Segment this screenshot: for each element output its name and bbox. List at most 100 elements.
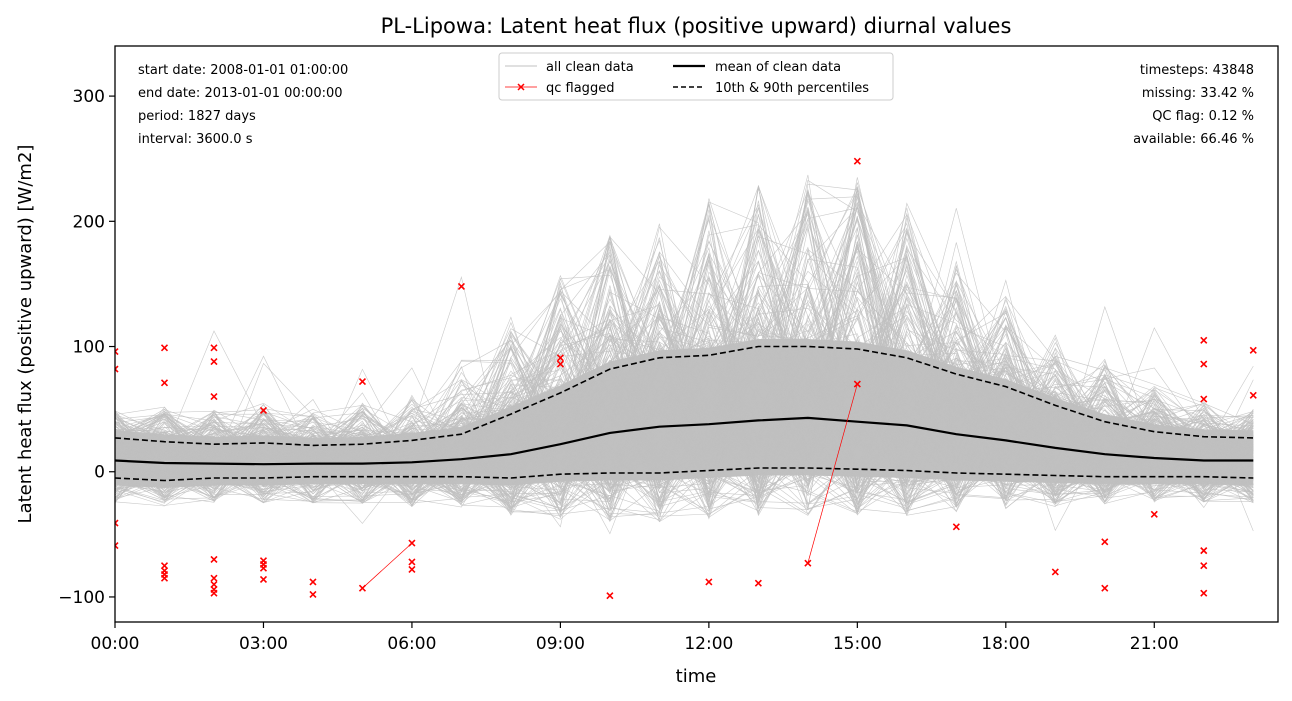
- qc-flagged-point: [115, 365, 119, 373]
- qc-flagged-point: [1200, 547, 1208, 555]
- qc-flagged-point: [1200, 360, 1208, 368]
- qc-flagged-point: [1101, 538, 1109, 546]
- qc-flagged-point: [556, 354, 564, 362]
- qc-flagged-point: [606, 592, 614, 600]
- info-end-date: end date: 2013-01-01 00:00:00: [138, 86, 343, 101]
- legend-label-flagged: qc flagged: [546, 81, 614, 96]
- clean-data-trace: [115, 366, 1254, 506]
- qc-flagged-layer: [115, 157, 1257, 600]
- qc-flagged-point: [115, 542, 119, 550]
- clean-data-trace: [115, 284, 1254, 507]
- qc-flagged-point: [210, 344, 218, 352]
- qc-flagged-point: [853, 157, 861, 165]
- qc-flagged-point: [160, 344, 169, 352]
- plot-frame: [114, 45, 1279, 623]
- x-tick-label: 18:00: [981, 634, 1030, 654]
- clean-data-trace: [115, 200, 1254, 519]
- clean-data-trace: [115, 196, 1254, 502]
- qc-flagged-point: [210, 357, 218, 366]
- qc-flagged-point: [160, 379, 169, 387]
- qc-flagged-point: [259, 575, 268, 583]
- qc-flagged-point: [210, 574, 218, 582]
- qc-flagged-point: [1200, 336, 1208, 344]
- qc-flagged-point: [1200, 562, 1208, 570]
- clean-data-trace: [115, 219, 1254, 503]
- qc-flagged-point: [115, 347, 119, 356]
- qc-flagged-point: [309, 578, 317, 586]
- clean-data-trace: [115, 292, 1254, 503]
- clean-data-trace: [115, 185, 1254, 510]
- clean-data-trace: [115, 208, 1254, 505]
- clean-data-trace: [115, 281, 1254, 496]
- qc-flagged-point: [210, 393, 218, 401]
- qc-flagged-point: [408, 539, 416, 547]
- qc-flagged-point: [754, 579, 762, 587]
- qc-flagged-point: [705, 578, 713, 586]
- clean-data-trace: [115, 207, 1254, 482]
- qc-flagged-point: [115, 519, 119, 527]
- x-tick-label: 00:00: [91, 634, 140, 654]
- x-tick-label: 03:00: [239, 634, 288, 654]
- qc-flagged-point: [1051, 568, 1059, 576]
- qc-flagged-point: [259, 564, 268, 572]
- legend-marker-flagged: [517, 83, 525, 91]
- qc-flagged-connector: [807, 383, 858, 564]
- info-available: available: 66.46 %: [1133, 132, 1254, 147]
- x-axis-ticks: 00:00 03:00 06:00 09:00 12:00 15:00 18:00 21:00: [91, 622, 1179, 654]
- clean-data-trace: [115, 203, 1254, 488]
- clean-data-trace: [115, 226, 1254, 502]
- clean-data-trace: [115, 302, 1254, 512]
- qc-flagged-point: [408, 558, 416, 566]
- info-timesteps: timesteps: 43848: [1140, 63, 1254, 78]
- qc-flagged-point: [804, 559, 812, 567]
- qc-flagged-point: [1101, 584, 1109, 592]
- qc-flagged-point: [408, 565, 416, 573]
- clean-data-trace: [115, 264, 1254, 490]
- clean-data-trace: [115, 183, 1254, 506]
- y-axis-ticks: −100 0 100 200 300: [58, 87, 115, 608]
- qc-flagged-point: [457, 282, 465, 290]
- clean-data-trace: [115, 305, 1254, 510]
- clean-data-trace: [115, 250, 1254, 499]
- qc-flagged-point: [952, 523, 960, 531]
- legend-label-percentiles: 10th & 90th percentiles: [715, 81, 869, 96]
- statistics-layer: [115, 345, 1254, 482]
- info-missing: missing: 33.42 %: [1142, 86, 1254, 101]
- x-tick-label: 15:00: [833, 634, 882, 654]
- clean-data-trace: [115, 249, 1254, 514]
- legend-label-clean: all clean data: [546, 60, 634, 75]
- qc-flagged-point: [358, 378, 367, 386]
- y-tick-label: 100: [73, 338, 105, 358]
- clean-data-trace: [115, 391, 1254, 510]
- qc-flagged-point: [259, 406, 268, 414]
- y-tick-label: 200: [73, 212, 105, 232]
- y-tick-label: 0: [94, 463, 105, 483]
- qc-flagged-point: [1200, 395, 1208, 403]
- info-period: period: 1827 days: [138, 109, 256, 124]
- info-qc-flag: QC flag: 0.12 %: [1152, 109, 1254, 124]
- chart-title: PL-Lipowa: Latent heat flux (positive up…: [381, 14, 1012, 38]
- clean-data-trace: [115, 297, 1254, 518]
- info-right: timesteps: 43848 missing: 33.42 % QC fla…: [1133, 63, 1254, 147]
- legend-label-mean: mean of clean data: [715, 60, 841, 75]
- clean-data-trace: [115, 285, 1254, 515]
- clean-data-trace: [115, 306, 1254, 516]
- clean-data-trace: [115, 237, 1254, 486]
- x-tick-label: 12:00: [684, 634, 733, 654]
- clean-data-trace: [115, 185, 1254, 494]
- qc-flagged-point: [210, 589, 218, 597]
- clean-data-trace: [115, 286, 1254, 505]
- clean-data-trace: [115, 342, 1254, 502]
- percentile-90-line: [115, 345, 1254, 447]
- x-tick-label: 09:00: [536, 634, 585, 654]
- qc-flagged-point: [1200, 589, 1208, 597]
- info-interval: interval: 3600.0 s: [138, 132, 253, 147]
- x-tick-label: 21:00: [1130, 634, 1179, 654]
- clean-data-trace: [115, 323, 1254, 502]
- qc-flagged-point: [1150, 510, 1158, 518]
- qc-flagged-connector: [362, 542, 413, 589]
- clean-data-trace: [115, 270, 1254, 498]
- clean-data-trace: [115, 248, 1254, 509]
- clean-data-trace: [115, 363, 1254, 510]
